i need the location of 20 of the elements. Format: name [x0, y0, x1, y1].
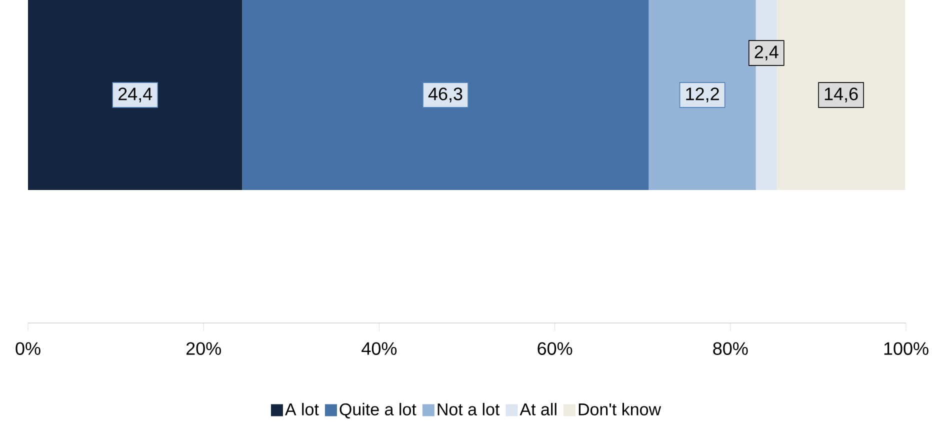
data-label: 24,4 — [118, 88, 152, 102]
x-tick-label: 0% — [16, 342, 40, 355]
bar — [28, 0, 242, 190]
legend-label: Don't know — [578, 402, 662, 416]
x-tick-label: 80% — [713, 342, 748, 355]
data-label: 14,6 — [824, 88, 858, 102]
x-tick-label: 20% — [186, 342, 221, 355]
legend-label: At all — [520, 402, 556, 416]
data-label: 12,2 — [686, 88, 719, 102]
legend-label: Quite a lot — [340, 402, 416, 418]
data-label: 46,3 — [428, 88, 462, 102]
x-tick-label: 100% — [884, 342, 928, 355]
data-label: 2,4 — [754, 46, 778, 60]
bar — [776, 0, 906, 190]
bar — [648, 0, 756, 190]
bar — [242, 0, 649, 190]
x-tick-label: 40% — [362, 342, 397, 355]
legend-label: A lot — [284, 402, 319, 416]
legend-label: Not a lot — [438, 402, 500, 416]
x-tick-label: 60% — [538, 342, 572, 355]
